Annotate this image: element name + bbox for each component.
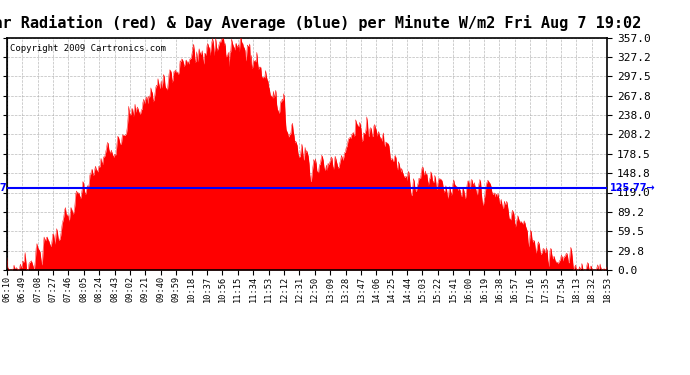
Text: ←125.77: ←125.77 (0, 183, 7, 193)
Text: 125.77→: 125.77→ (610, 183, 656, 193)
Text: Copyright 2009 Cartronics.com: Copyright 2009 Cartronics.com (10, 45, 166, 54)
Text: Solar Radiation (red) & Day Average (blue) per Minute W/m2 Fri Aug 7 19:02: Solar Radiation (red) & Day Average (blu… (0, 15, 641, 31)
